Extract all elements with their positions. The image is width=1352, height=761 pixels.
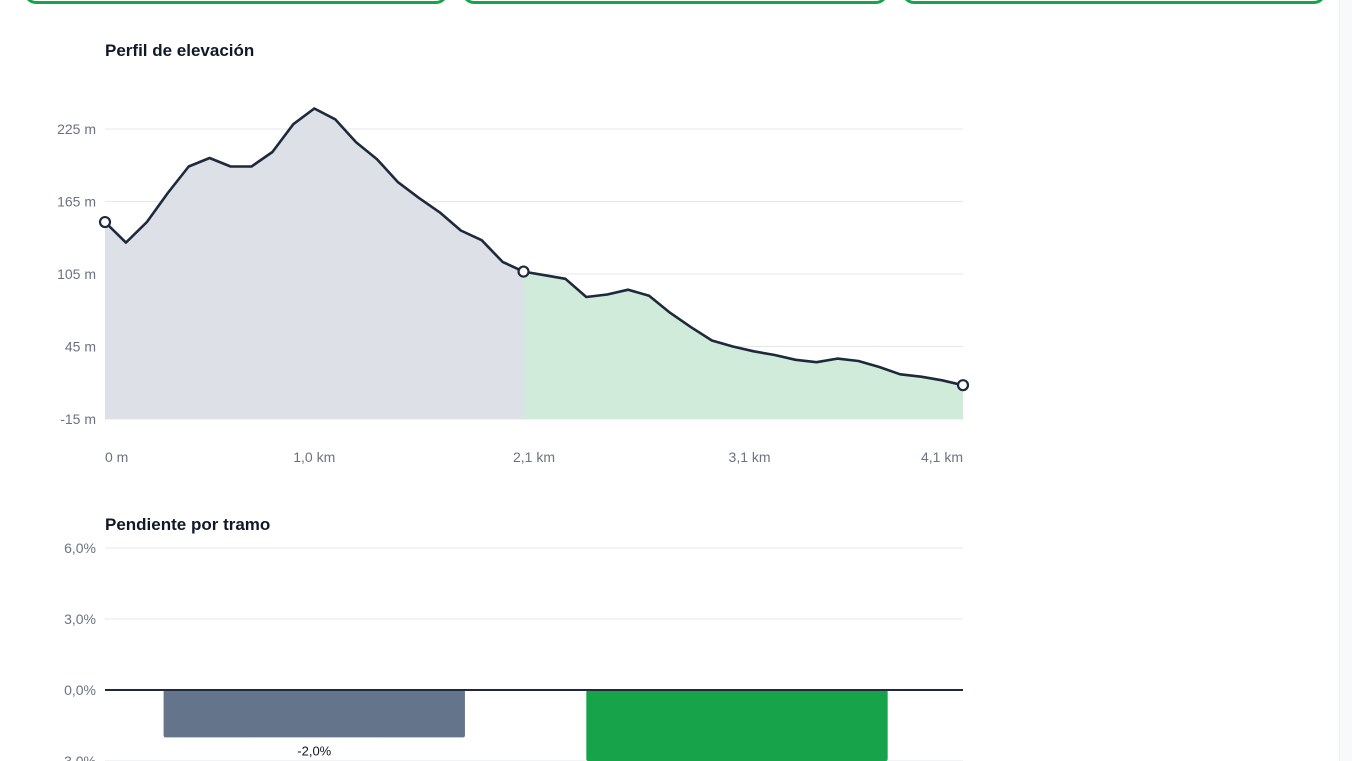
- elevation-marker-point: [517, 265, 530, 278]
- elevation-marker-point: [98, 215, 112, 229]
- elevation-profile-chart: 225 m 165 m 105 m 45 m -15 m 0 m 1,0 km 2,1 km 3…: [57, 107, 970, 465]
- elevation-x-tick-label: 1,0 km: [293, 449, 335, 465]
- slope-bar: [163, 690, 465, 738]
- elevation-marker-point: [956, 379, 970, 392]
- elevation-x-tick-label: 2,1 km: [513, 449, 555, 465]
- slope-by-segment-chart: 6,0% 3,0% 0,0% -3,0% -2,0%: [59, 540, 963, 761]
- elevation-area-remaining: [523, 271, 963, 419]
- elevation-y-tick-label: 225 m: [57, 121, 96, 137]
- elevation-y-tick-label: 165 m: [57, 194, 96, 210]
- slope-chart-title: Pendiente por tramo: [105, 515, 271, 534]
- slope-y-tick-label: 0,0%: [64, 682, 96, 698]
- elevation-y-tick-label: -15 m: [60, 411, 96, 427]
- elevation-x-tick-label: 0 m: [105, 449, 128, 465]
- elevation-x-tick-label: 3,1 km: [729, 449, 771, 465]
- scrollbar-track[interactable]: [1339, 0, 1352, 761]
- elevation-chart-title: Perfil de elevación: [105, 41, 255, 60]
- elevation-y-tick-label: 45 m: [65, 339, 96, 355]
- slope-bar: [586, 690, 888, 761]
- slope-y-tick-label: 6,0%: [64, 540, 96, 556]
- slope-y-tick-label: 3,0%: [64, 611, 96, 627]
- elevation-area-completed: [105, 108, 524, 419]
- elevation-line: [104, 107, 964, 387]
- slope-y-tick-label: -3,0%: [59, 753, 96, 761]
- elevation-x-tick-label: 4,1 km: [921, 449, 963, 465]
- elevation-y-tick-label: 105 m: [57, 266, 96, 282]
- slope-bar-data-label: -2,0%: [297, 743, 331, 758]
